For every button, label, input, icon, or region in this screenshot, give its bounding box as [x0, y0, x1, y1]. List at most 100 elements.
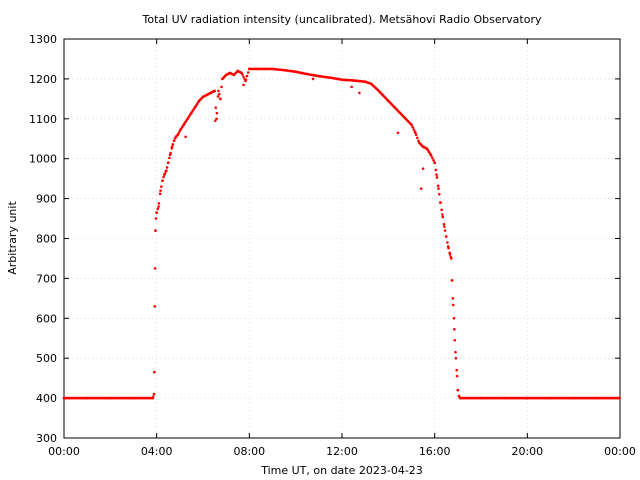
data-point: [305, 72, 309, 76]
data-point: [375, 87, 379, 91]
data-point: [441, 213, 444, 216]
data-point: [166, 161, 170, 164]
x-tick-label: 00:00: [48, 445, 80, 458]
data-point: [421, 145, 425, 149]
grid: [64, 39, 620, 438]
data-point: [213, 89, 216, 93]
y-tick-label: 1000: [29, 153, 57, 166]
data-point: [452, 317, 456, 320]
data-point: [440, 208, 443, 212]
y-tick-label: 1300: [29, 33, 57, 46]
data-point: [170, 145, 174, 149]
x-tick-label: 16:00: [419, 445, 451, 458]
x-tick-label: 04:00: [141, 445, 173, 458]
data-point: [205, 93, 209, 97]
x-tick-label: 20:00: [511, 445, 543, 458]
data-point: [329, 76, 332, 79]
data-point: [216, 95, 220, 98]
y-tick-label: 300: [36, 432, 57, 445]
data-point: [456, 388, 460, 392]
data-point: [404, 117, 408, 121]
data-point: [446, 241, 449, 244]
y-tick-labels: 300 400 500 600 700 800 900 1000 1100 1200 1300: [29, 33, 57, 445]
data-point: [317, 74, 321, 78]
outlier-point: [242, 83, 245, 87]
data-point: [156, 207, 160, 211]
data-point: [232, 73, 236, 77]
data-point: [438, 192, 441, 196]
data-point: [294, 70, 297, 74]
data-point: [153, 305, 157, 308]
data-point: [248, 67, 251, 71]
y-tick-label: 500: [36, 352, 57, 365]
data-point: [109, 396, 112, 400]
data-point: [444, 235, 448, 238]
data-point: [154, 229, 157, 232]
data-point: [448, 253, 452, 256]
data-point: [435, 173, 438, 176]
data-point: [392, 105, 396, 109]
outlier-point: [421, 167, 425, 170]
data-point: [414, 133, 418, 137]
outlier-point: [358, 91, 361, 95]
data-point: [176, 133, 180, 137]
data-point: [182, 123, 185, 127]
data-point: [154, 217, 158, 220]
y-axis-label: Arbitrary unit: [6, 201, 19, 275]
data-point: [271, 67, 274, 71]
data-point: [434, 168, 438, 172]
data-point: [242, 75, 245, 79]
data-point: [153, 267, 157, 270]
data-point: [236, 69, 240, 73]
data-point: [502, 396, 506, 400]
data-point: [162, 175, 165, 179]
outlier-point: [214, 119, 217, 123]
data-point: [363, 80, 367, 83]
data-point: [340, 78, 344, 81]
data-point: [85, 396, 89, 400]
y-tick-label: 700: [36, 272, 57, 285]
data-point: [228, 71, 232, 75]
data-point: [217, 89, 220, 93]
data-point: [217, 92, 221, 96]
data-point: [436, 184, 440, 188]
data-point: [439, 201, 442, 204]
data-point: [479, 396, 483, 400]
y-tick-label: 1100: [29, 113, 57, 126]
data-point: [157, 202, 161, 205]
data-point: [417, 139, 420, 143]
data-point: [398, 111, 402, 115]
data-point: [442, 222, 446, 226]
data-point: [453, 327, 456, 331]
data-point: [449, 257, 453, 260]
data-point: [224, 73, 228, 77]
data-point: [549, 396, 552, 400]
data-point: [437, 187, 440, 190]
data-point: [454, 356, 458, 360]
data-point: [214, 106, 218, 109]
data-point: [163, 173, 166, 176]
data-point: [282, 68, 286, 72]
data-point: [172, 139, 176, 143]
data-point: [215, 111, 219, 115]
data-point: [190, 111, 193, 115]
data-point: [369, 82, 373, 85]
data-point: [209, 91, 213, 95]
x-tick-label: 12:00: [326, 445, 358, 458]
data-point: [454, 350, 457, 354]
data-point: [441, 215, 445, 219]
data-point: [219, 97, 222, 101]
data-point: [450, 279, 454, 282]
data-point: [152, 392, 156, 396]
data-point: [186, 117, 189, 121]
data-point: [433, 161, 436, 164]
data-point: [245, 74, 249, 78]
data-point: [220, 85, 223, 89]
data-point: [165, 166, 169, 169]
data-point: [215, 117, 218, 121]
x-tick-labels: 00:00 04:00 08:00 12:00 16:00 20:00 00:00: [48, 445, 636, 458]
data-point: [159, 189, 162, 192]
data-point: [414, 131, 417, 135]
data-point: [446, 245, 450, 248]
